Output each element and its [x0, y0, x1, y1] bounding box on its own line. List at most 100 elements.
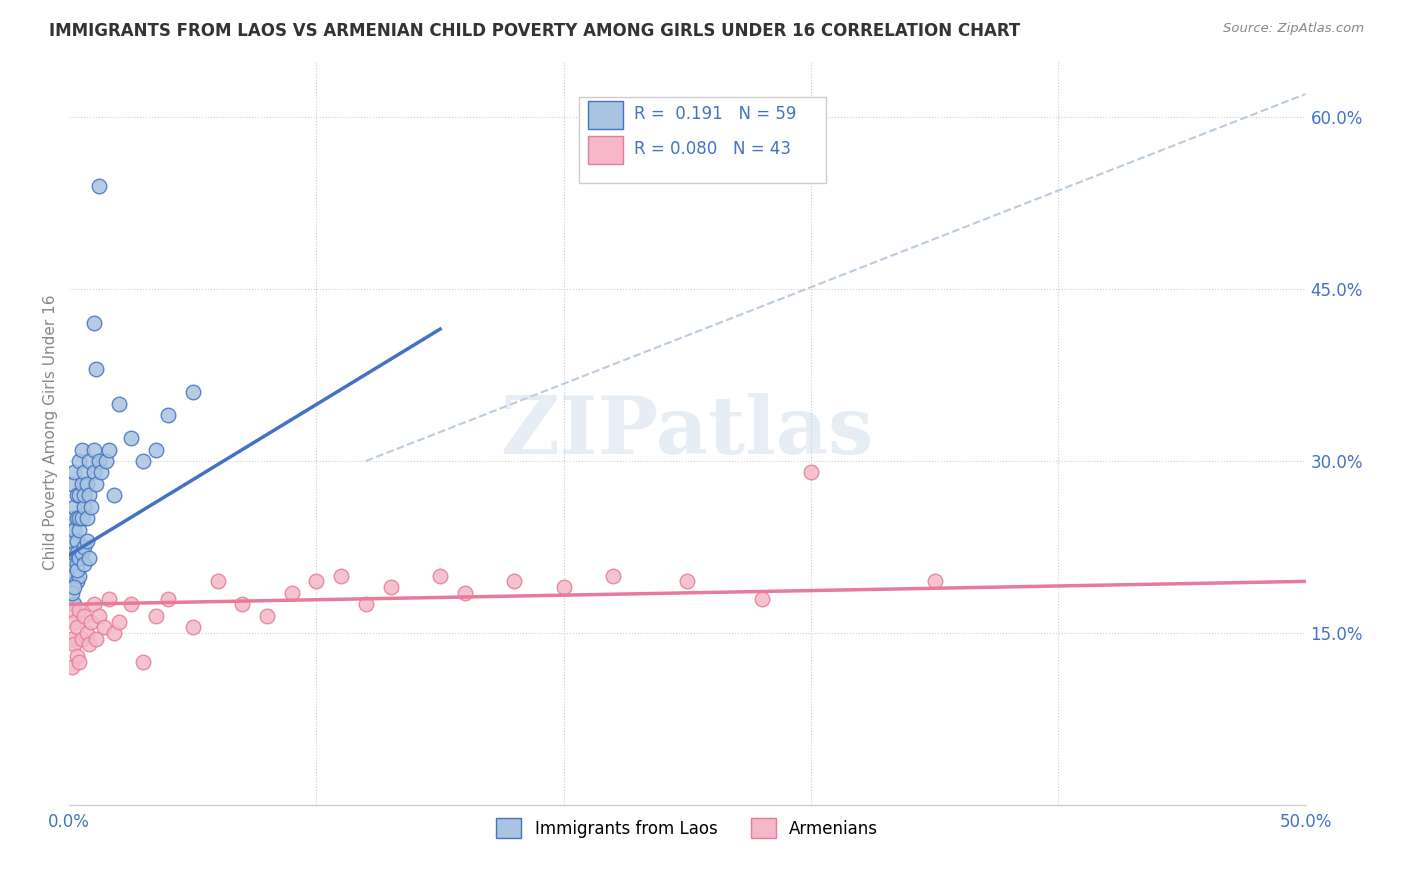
Point: [66, 511, 89, 525]
Point: [63, 580, 86, 594]
Point: [73, 608, 96, 623]
Point: [181, 620, 204, 634]
FancyBboxPatch shape: [589, 136, 623, 164]
Point: [77, 637, 100, 651]
Point: [429, 568, 451, 582]
Point: [60, 523, 83, 537]
Point: [76, 626, 98, 640]
Point: [132, 454, 155, 468]
Point: [157, 408, 180, 422]
Point: [60, 586, 83, 600]
Point: [86, 362, 108, 376]
Point: [67, 523, 90, 537]
Point: [66, 546, 89, 560]
Point: [60, 660, 83, 674]
Point: [63, 500, 86, 514]
Point: [330, 568, 353, 582]
Point: [76, 534, 98, 549]
Point: [120, 597, 142, 611]
Point: [107, 615, 129, 629]
Point: [354, 597, 377, 611]
Point: [67, 454, 90, 468]
Point: [67, 511, 90, 525]
Point: [63, 615, 86, 629]
Point: [87, 178, 110, 193]
Point: [231, 597, 253, 611]
Point: [66, 648, 89, 663]
Point: [67, 568, 90, 582]
Point: [66, 488, 89, 502]
Point: [103, 488, 125, 502]
Point: [145, 608, 167, 623]
Point: [73, 488, 96, 502]
Point: [924, 574, 946, 589]
Point: [80, 615, 103, 629]
Point: [60, 603, 83, 617]
Point: [60, 557, 83, 571]
Point: [157, 591, 180, 606]
Point: [120, 431, 142, 445]
Point: [67, 603, 90, 617]
Point: [83, 317, 105, 331]
Point: [800, 466, 823, 480]
Text: ZIPatlas: ZIPatlas: [502, 393, 873, 471]
Point: [70, 442, 93, 457]
Point: [107, 397, 129, 411]
Point: [67, 551, 90, 566]
Point: [63, 546, 86, 560]
Point: [145, 442, 167, 457]
Point: [676, 574, 699, 589]
Point: [66, 563, 89, 577]
Point: [503, 574, 526, 589]
Point: [93, 620, 115, 634]
Point: [281, 586, 304, 600]
Point: [73, 466, 96, 480]
Point: [76, 476, 98, 491]
Point: [73, 540, 96, 554]
Point: [66, 574, 89, 589]
Point: [602, 568, 624, 582]
Point: [60, 534, 83, 549]
Point: [73, 557, 96, 571]
Point: [97, 591, 120, 606]
Point: [66, 557, 89, 571]
Point: [76, 511, 98, 525]
Point: [83, 442, 105, 457]
Point: [70, 476, 93, 491]
Point: [73, 500, 96, 514]
Point: [83, 466, 105, 480]
Point: [751, 591, 773, 606]
Point: [87, 454, 110, 468]
Point: [86, 476, 108, 491]
Point: [83, 597, 105, 611]
Point: [256, 608, 278, 623]
Point: [97, 442, 120, 457]
Point: [63, 523, 86, 537]
Point: [132, 655, 155, 669]
Text: R =  0.191   N = 59: R = 0.191 N = 59: [634, 105, 797, 123]
Point: [96, 454, 118, 468]
Point: [103, 626, 125, 640]
Y-axis label: Child Poverty Among Girls Under 16: Child Poverty Among Girls Under 16: [44, 294, 58, 570]
Point: [67, 488, 90, 502]
Point: [66, 534, 89, 549]
Point: [66, 620, 89, 634]
Point: [90, 466, 112, 480]
Text: Source: ZipAtlas.com: Source: ZipAtlas.com: [1223, 22, 1364, 36]
Point: [77, 488, 100, 502]
Point: [60, 511, 83, 525]
Point: [60, 476, 83, 491]
Point: [380, 580, 402, 594]
Text: IMMIGRANTS FROM LAOS VS ARMENIAN CHILD POVERTY AMONG GIRLS UNDER 16 CORRELATION : IMMIGRANTS FROM LAOS VS ARMENIAN CHILD P…: [49, 22, 1021, 40]
Point: [60, 632, 83, 646]
Point: [454, 586, 477, 600]
Point: [63, 466, 86, 480]
Point: [207, 574, 229, 589]
Point: [77, 454, 100, 468]
Legend: Immigrants from Laos, Armenians: Immigrants from Laos, Armenians: [489, 812, 884, 845]
Text: R = 0.080   N = 43: R = 0.080 N = 43: [634, 140, 792, 158]
Point: [87, 608, 110, 623]
Point: [70, 632, 93, 646]
FancyBboxPatch shape: [579, 97, 825, 183]
Point: [70, 546, 93, 560]
